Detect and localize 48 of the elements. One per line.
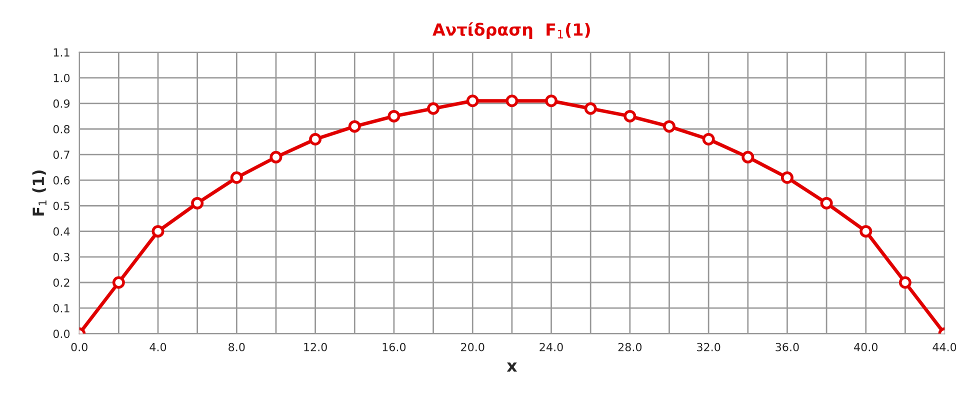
point [191, 196, 204, 210]
y-tick-label: 0.8 [53, 124, 70, 134]
chart-title: Αντίδραση F$_{1}$(1) [432, 22, 590, 40]
y-tick-label: 0.1 [53, 304, 70, 312]
x-tick-label: 0.0 [71, 342, 88, 352]
y-tick-label: 1.0 [54, 74, 70, 82]
point [506, 94, 518, 108]
x-tick-label: 40.0 [854, 342, 878, 352]
point [466, 94, 479, 108]
point [152, 225, 164, 238]
x-axis-title: x [506, 362, 518, 372]
point [112, 276, 125, 289]
point [624, 110, 636, 122]
x-tick-label: 44.0 [932, 342, 956, 352]
point [388, 110, 400, 122]
x-tick-label: 32.0 [697, 342, 720, 352]
point [780, 171, 794, 184]
y-tick-label: 0.0 [53, 330, 70, 338]
point [309, 132, 322, 146]
x-tick-label: 28.0 [618, 342, 642, 352]
y-tick-label: 1.1 [54, 48, 70, 56]
y-tick-label: 0.6 [53, 176, 70, 185]
point [702, 132, 715, 146]
point [860, 225, 872, 238]
point [427, 102, 440, 115]
x-tick-label: 12.0 [304, 342, 327, 352]
y-tick-label: 0.7 [53, 150, 70, 159]
y-tick-label: 0.5 [53, 202, 70, 210]
point [545, 94, 558, 108]
x-tick-label: 20.0 [461, 342, 484, 352]
point [662, 120, 676, 133]
x-tick-label: 8.0 [228, 342, 245, 352]
y-tick-label: 0.4 [53, 227, 70, 236]
point [230, 171, 243, 184]
y-tick-label: 0.3 [53, 252, 70, 262]
point [348, 120, 361, 133]
point [820, 196, 833, 210]
point [270, 150, 282, 164]
point [898, 276, 912, 289]
point [742, 150, 754, 164]
y-tick-label: 0.2 [53, 278, 70, 287]
point [584, 102, 597, 115]
y-tick-label: 0.9 [53, 99, 70, 108]
x-tick-label: 24.0 [540, 342, 563, 352]
x-tick-label: 4.0 [150, 342, 166, 352]
x-tick-label: 16.0 [382, 342, 406, 352]
x-tick-label: 36.0 [776, 342, 799, 352]
y-axis-title: F$_{1}$ (1) [32, 170, 46, 216]
